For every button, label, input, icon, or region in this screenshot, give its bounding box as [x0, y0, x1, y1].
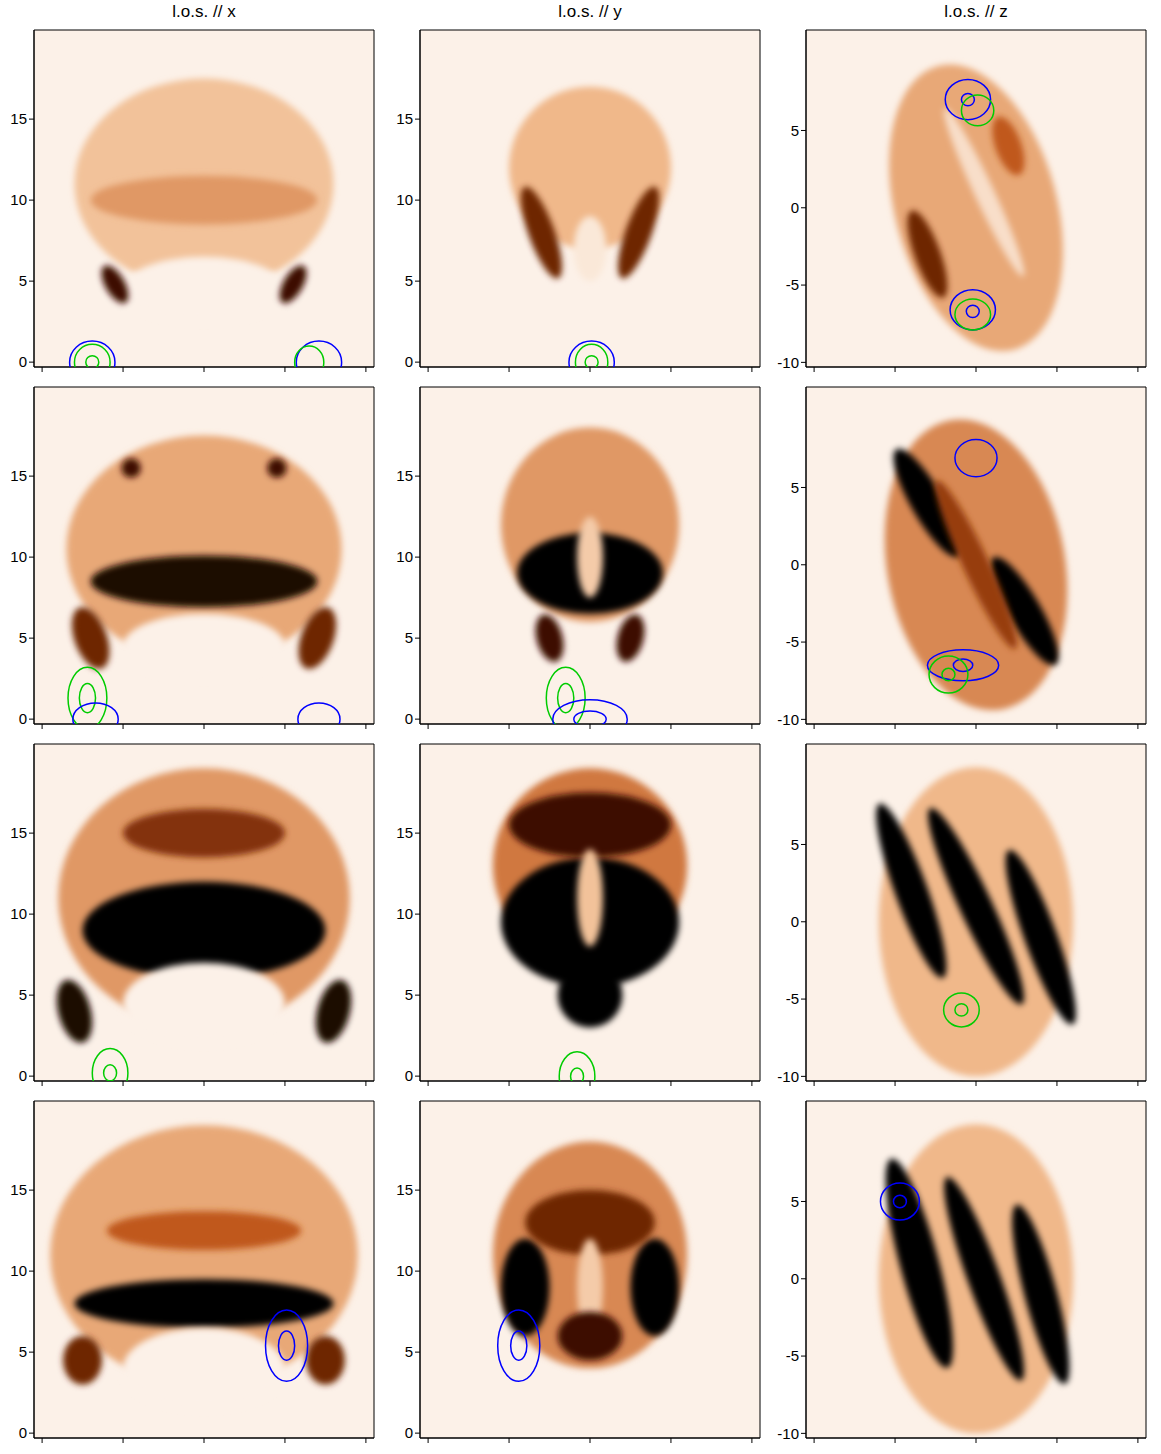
svg-text:10: 10	[10, 905, 27, 922]
svg-text:15: 15	[396, 467, 413, 484]
svg-text:0: 0	[791, 913, 799, 930]
svg-text:-5: -5	[786, 1347, 799, 1364]
svg-text:0: 0	[405, 710, 413, 727]
svg-text:0: 0	[405, 1067, 413, 1084]
svg-text:0: 0	[19, 353, 27, 370]
svg-text:5: 5	[19, 272, 27, 289]
svg-text:0: 0	[19, 710, 27, 727]
svg-text:0: 0	[791, 556, 799, 573]
svg-text:10: 10	[10, 548, 27, 565]
svg-text:-10: -10	[777, 1425, 799, 1442]
svg-text:-5: -5	[786, 990, 799, 1007]
svg-text:5: 5	[791, 479, 799, 496]
svg-text:0: 0	[19, 1067, 27, 1084]
svg-text:10: 10	[396, 548, 413, 565]
svg-text:15: 15	[10, 1181, 27, 1198]
svg-text:5: 5	[405, 629, 413, 646]
svg-text:10: 10	[10, 1262, 27, 1279]
svg-text:-10: -10	[777, 1068, 799, 1085]
svg-text:5: 5	[19, 1343, 27, 1360]
svg-text:0: 0	[791, 1270, 799, 1287]
svg-text:0: 0	[405, 353, 413, 370]
svg-text:15: 15	[10, 467, 27, 484]
svg-text:5: 5	[405, 272, 413, 289]
svg-text:5: 5	[791, 122, 799, 139]
svg-text:10: 10	[396, 905, 413, 922]
svg-text:15: 15	[396, 1181, 413, 1198]
svg-text:5: 5	[791, 1193, 799, 1210]
svg-text:10: 10	[396, 191, 413, 208]
svg-text:10: 10	[10, 191, 27, 208]
svg-text:5: 5	[405, 1343, 413, 1360]
svg-text:-10: -10	[777, 354, 799, 371]
html-text:l.o.s. // x: l.o.s. // x	[172, 2, 236, 21]
svg-text:15: 15	[10, 824, 27, 841]
svg-text:15: 15	[10, 110, 27, 127]
svg-text:-10: -10	[777, 711, 799, 728]
svg-text:15: 15	[396, 110, 413, 127]
svg-text:0: 0	[19, 1424, 27, 1441]
html-text:l.o.s. // z: l.o.s. // z	[944, 2, 1008, 21]
svg-text:5: 5	[405, 986, 413, 1003]
svg-text:0: 0	[405, 1424, 413, 1441]
html-text:l.o.s. // y: l.o.s. // y	[558, 2, 622, 21]
svg-text:5: 5	[19, 986, 27, 1003]
svg-text:10: 10	[396, 1262, 413, 1279]
svg-text:5: 5	[19, 629, 27, 646]
svg-text:0: 0	[791, 199, 799, 216]
svg-text:-5: -5	[786, 276, 799, 293]
svg-text:5: 5	[791, 836, 799, 853]
svg-text:15: 15	[396, 824, 413, 841]
svg-text:-5: -5	[786, 633, 799, 650]
